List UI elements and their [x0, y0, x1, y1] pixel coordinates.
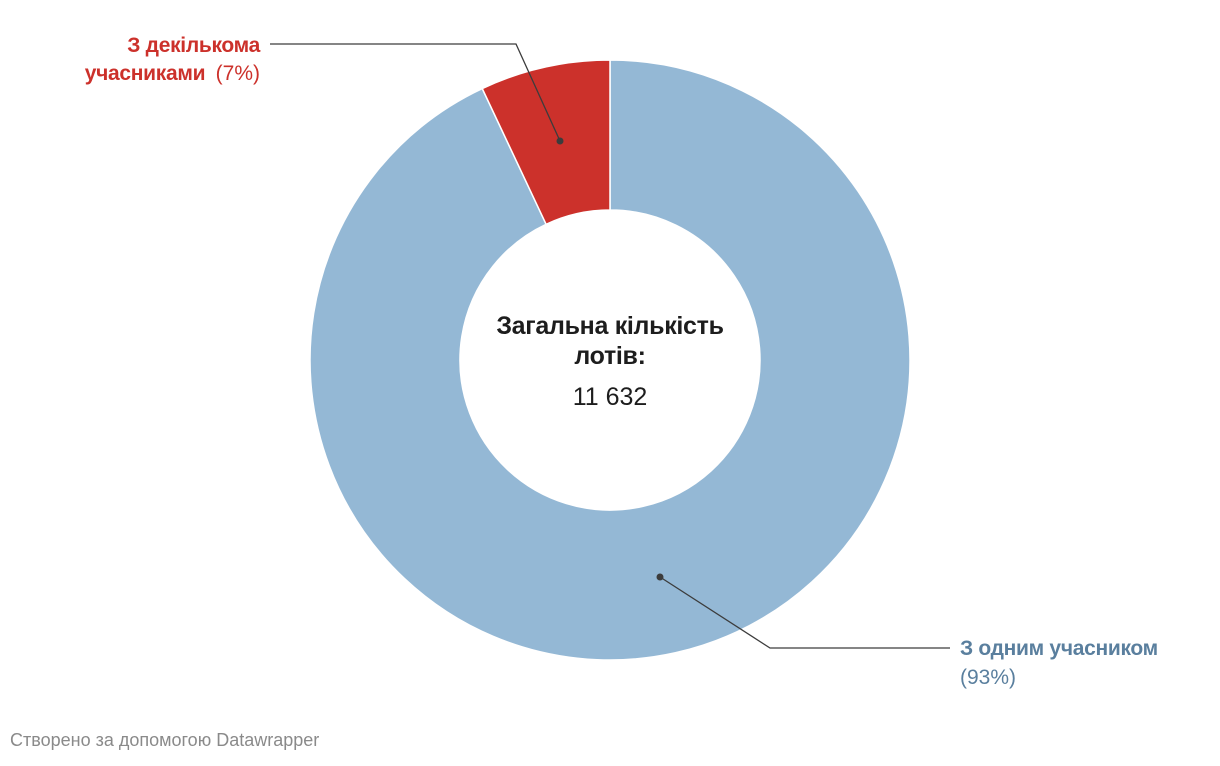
center-title-line1: Загальна кількість: [496, 312, 723, 340]
leader-single-dot: [656, 573, 664, 581]
datawrapper-credit: Створено за допомогою Datawrapper: [10, 730, 320, 750]
donut-slice-1[interactable]: [481, 59, 611, 226]
slice-label-multiple-name: учасниками: [85, 62, 205, 85]
slice-label-multiple-line2: учасниками (7%): [85, 62, 260, 85]
leader-multiple-line: [270, 43, 561, 142]
donut-slices: [309, 59, 911, 661]
center-total-value: 11 632: [573, 383, 648, 411]
leader-lines: [270, 43, 950, 649]
leader-single-line: [659, 576, 950, 649]
slice-label-single-percent: (93%): [960, 666, 1016, 689]
slice-label-single-name: З одним учасником: [960, 637, 1158, 660]
slice-label-multiple-percent: (7%): [216, 62, 260, 85]
slice-label-multiple-line1: З декількома: [127, 34, 260, 57]
center-title-line2: лотів:: [574, 342, 645, 370]
leader-multiple-dot: [556, 137, 564, 145]
donut-slice-0[interactable]: [309, 59, 911, 661]
